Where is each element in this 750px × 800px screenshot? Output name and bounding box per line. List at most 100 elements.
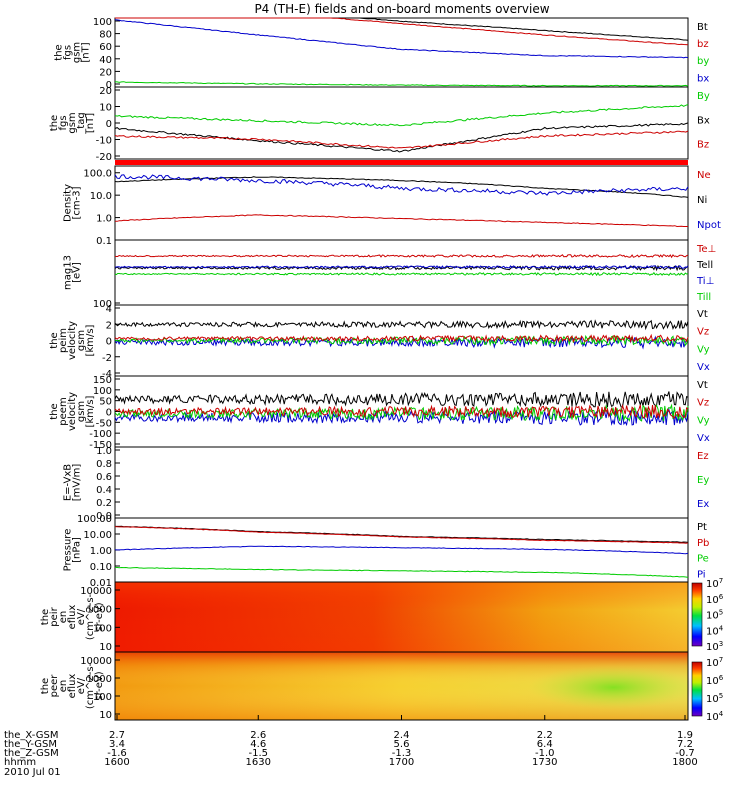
x-row-value: 1730 — [532, 757, 557, 768]
series-ni — [114, 176, 689, 198]
x-row-value: 2.7 — [109, 730, 125, 741]
x-row-label: the_Y-GSM — [4, 739, 57, 750]
y-tick-label: 0.10 — [90, 562, 112, 573]
y-tick-label: 100.00 — [77, 514, 112, 525]
series-pb — [114, 526, 689, 544]
colorbar-tick: 105 — [706, 692, 723, 705]
legend-vy: Vy — [697, 415, 710, 426]
y-tick-label: -50 — [96, 418, 112, 429]
y-axis-label: thepeimvelocitygsm[km/s] — [49, 321, 96, 360]
y-tick-label: 1.0 — [96, 446, 112, 457]
legend-bz: bz — [697, 39, 709, 50]
legend-ni: Ni — [697, 195, 707, 206]
series-bx — [114, 19, 689, 59]
y-tick-label: 100.0 — [83, 169, 112, 180]
y-tick-label: 0.0 — [96, 511, 112, 522]
y-tick-label: 0 — [106, 119, 112, 130]
x-row-value: 2.2 — [537, 730, 553, 741]
series-pe — [114, 566, 689, 578]
colorbar-tick: 105 — [706, 609, 723, 622]
x-row-value: 2.4 — [394, 730, 410, 741]
panel-frame — [114, 239, 689, 306]
x-row-value: 1600 — [104, 757, 129, 768]
chart-title: P4 (TH-E) fields and on-board moments ov… — [254, 2, 549, 16]
y-tick-label: 40 — [99, 55, 112, 66]
panel-frame — [114, 446, 689, 519]
y-tick-label: -20 — [96, 152, 112, 163]
y-tick-label: 80 — [99, 30, 112, 41]
y-tick-label: 20 — [99, 67, 112, 78]
y-tick-label: -4 — [102, 369, 112, 380]
series-ne — [115, 214, 688, 228]
legend-vt: Vt — [697, 309, 708, 320]
x-row-value: 1700 — [389, 757, 414, 768]
x-row-value: 3.4 — [109, 739, 125, 750]
y-tick-label: 60 — [99, 42, 112, 53]
colorbar-tick: 107 — [706, 656, 723, 669]
legend-by: by — [697, 56, 709, 67]
date-label: 2010 Jul 01 — [4, 767, 61, 778]
legend-vx: Vx — [697, 362, 710, 373]
legend-vz: Vz — [697, 398, 709, 409]
y-tick-label: 0.1 — [96, 236, 112, 247]
legend-vz: Vz — [697, 327, 709, 338]
y-axis-label: thepeemvelocitygsm[km/s] — [49, 392, 96, 431]
x-row-value: 1800 — [672, 757, 697, 768]
series-vx — [114, 408, 689, 427]
y-tick-label: 10 — [99, 103, 112, 114]
y-tick-label: 2 — [106, 320, 112, 331]
panel-frame — [114, 517, 689, 583]
y-tick-label: 1.00 — [90, 546, 112, 557]
y-tick-label: 100 — [93, 17, 112, 28]
panel-frame — [114, 165, 689, 241]
colorbar-tick: 104 — [706, 624, 724, 637]
series-ti-perp — [114, 264, 689, 269]
panels: 100806040200thefgsgsm[nT]Btbzbybx20100-1… — [4, 17, 724, 778]
spectrogram-shade — [115, 582, 688, 652]
legend-ti⊥: Ti⊥ — [696, 276, 714, 287]
colorbar — [691, 582, 703, 647]
y-tick-label: 0.01 — [90, 578, 112, 589]
spectrogram-green-region — [528, 665, 699, 710]
legend-bx: bx — [697, 73, 709, 84]
y-tick-label: 50 — [99, 397, 112, 408]
colorbar-tick: 106 — [706, 674, 724, 687]
series-vt — [114, 391, 689, 408]
y-tick-label: 0 — [106, 408, 112, 419]
y-axis-label: thefgsgsm[nT] — [54, 42, 92, 63]
series-vy — [114, 403, 689, 422]
y-tick-label: 10.0 — [90, 191, 112, 202]
x-row-value: 1.9 — [677, 730, 693, 741]
legend-ez: Ez — [697, 451, 709, 462]
x-row-value: 1630 — [246, 757, 271, 768]
legend-vy: Vy — [697, 344, 710, 355]
series-npot — [114, 174, 689, 196]
legend-pb: Pb — [697, 538, 709, 549]
series-vz — [114, 404, 689, 419]
series-bx — [114, 122, 689, 153]
y-tick-label: -10 — [96, 136, 112, 147]
legend-till: Till — [696, 292, 711, 303]
y-tick-label: 100 — [93, 623, 112, 634]
x-row-value: -0.7 — [675, 748, 695, 759]
legend-pi: Pi — [697, 569, 706, 580]
legend-by: By — [697, 91, 710, 102]
legend-ey: Ey — [697, 475, 709, 486]
y-tick-label: 0.2 — [96, 498, 112, 509]
x-row-value: 4.6 — [250, 739, 266, 750]
legend-pt: Pt — [697, 522, 707, 533]
colorbar-tick: 107 — [706, 577, 723, 590]
y-axis-label: thefgsgsm_tag[nT] — [49, 112, 96, 134]
y-axis-label: Density[cm-3] — [63, 184, 83, 222]
colorbar-tick: 106 — [706, 593, 724, 606]
x-row-value: 7.2 — [677, 739, 693, 750]
y-axis-label: mag13[eV] — [63, 255, 83, 290]
legend-ex: Ex — [697, 499, 709, 510]
series-bz — [115, 17, 689, 46]
y-tick-label: -100 — [89, 429, 112, 440]
y-tick-label: 10.00 — [83, 530, 112, 541]
legend-bt: Bt — [697, 22, 708, 33]
x-row-value: 6.4 — [537, 739, 553, 750]
series-bz — [114, 130, 689, 149]
